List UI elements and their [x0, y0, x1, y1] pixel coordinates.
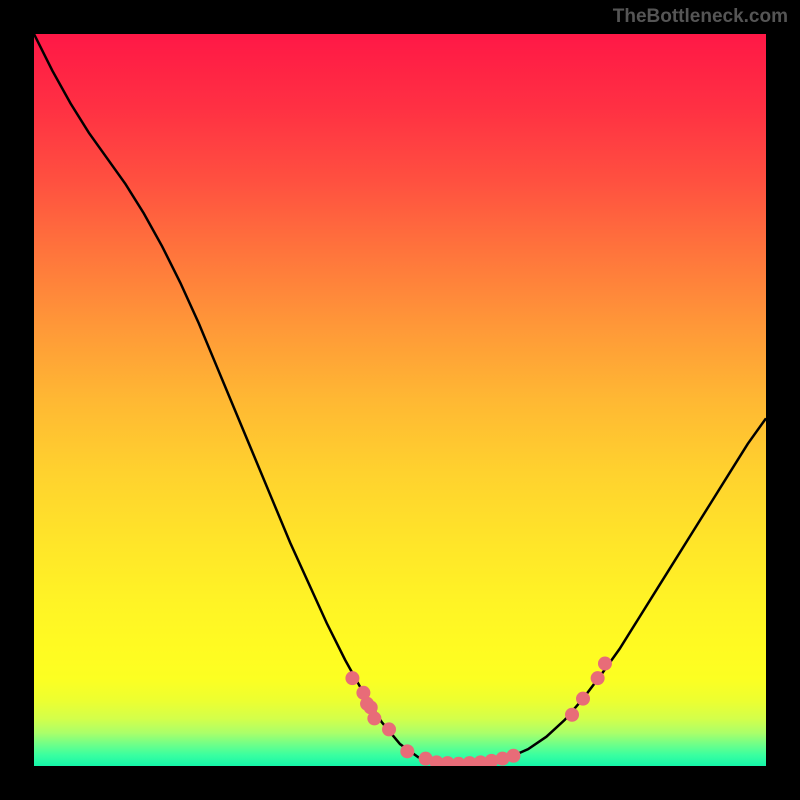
data-marker	[506, 749, 520, 763]
data-marker	[367, 711, 381, 725]
data-marker	[400, 744, 414, 758]
chart-container: TheBottleneck.com	[0, 0, 800, 800]
gradient-background	[34, 34, 766, 766]
chart-svg	[34, 34, 766, 766]
data-marker	[565, 708, 579, 722]
watermark-text: TheBottleneck.com	[613, 6, 788, 28]
data-marker	[382, 722, 396, 736]
data-marker	[576, 692, 590, 706]
plot-area	[34, 34, 766, 766]
data-marker	[598, 657, 612, 671]
data-marker	[591, 671, 605, 685]
data-marker	[345, 671, 359, 685]
